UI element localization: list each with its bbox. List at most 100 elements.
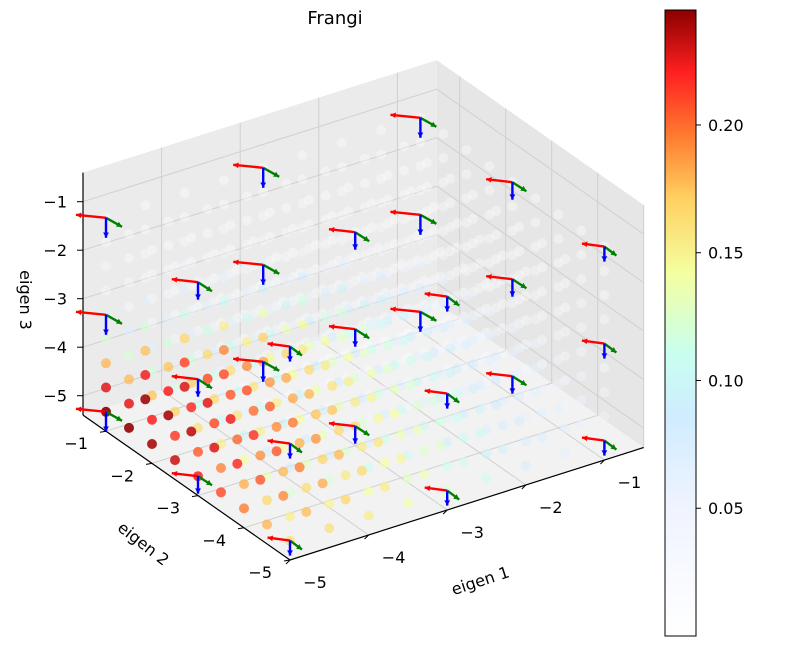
eigenvector-arrow: [581, 435, 605, 442]
scatter-point: [576, 249, 587, 260]
scatter-point: [422, 206, 433, 216]
scatter-point: [497, 444, 508, 455]
scatter-point: [258, 211, 269, 222]
scatter-point: [343, 182, 354, 193]
x-tick-label: −3: [460, 523, 484, 542]
eigenvector-arrow: [267, 438, 291, 445]
scatter-point: [389, 384, 400, 395]
scatter-point: [281, 324, 292, 335]
scatter-point: [560, 399, 571, 410]
y-tick-label: −1: [64, 434, 88, 453]
scatter-point: [359, 226, 370, 237]
eigenvector-arrow: [233, 162, 264, 169]
scatter-point: [320, 360, 331, 371]
scatter-point: [468, 359, 479, 370]
scatter-point: [428, 202, 439, 213]
z-tick-label: −5: [43, 387, 67, 406]
x-tick-label: −4: [382, 548, 406, 567]
scatter-point: [419, 469, 430, 480]
scatter-point: [530, 241, 541, 252]
scatter-point: [399, 165, 410, 176]
scatter-point: [124, 374, 134, 385]
scatter-point: [287, 417, 298, 428]
z-tick-label: −4: [43, 338, 67, 357]
z-tick-label: −2: [43, 241, 67, 260]
scatter-point: [163, 361, 174, 372]
scatter-point: [514, 221, 525, 232]
scatter-point: [422, 351, 433, 362]
scatter-point: [310, 433, 321, 444]
scatter-point: [170, 261, 180, 272]
scatter-point: [170, 285, 180, 296]
scatter-point: [366, 271, 377, 282]
scatter-point: [320, 214, 331, 225]
scatter-point: [124, 277, 134, 288]
scatter-point: [356, 465, 367, 476]
scatter-point: [258, 284, 269, 294]
scatter-point: [241, 385, 252, 396]
scatter-point: [225, 414, 236, 424]
scatter-point: [468, 189, 479, 200]
scatter-point: [484, 355, 495, 366]
scatter-point: [258, 235, 269, 246]
scatter-point: [428, 250, 439, 261]
scatter-point: [179, 187, 190, 198]
scatter-point: [412, 400, 423, 411]
scatter-point: [297, 295, 308, 306]
scatter-point: [560, 375, 571, 386]
scatter-point: [310, 288, 321, 299]
scatter-point: [461, 266, 472, 277]
scatter-point: [343, 231, 354, 241]
scatter-point: [405, 234, 416, 245]
scatter-point: [474, 404, 485, 415]
x-axis-label: eigen 1: [449, 563, 512, 600]
scatter-point: [218, 345, 229, 355]
scatter-point: [216, 487, 226, 498]
x-tick-mark: [600, 459, 605, 465]
scatter-point: [202, 252, 213, 263]
scatter-point: [376, 295, 387, 305]
gridline: [161, 389, 369, 536]
scatter-point: [124, 228, 134, 239]
scatter-point: [241, 191, 252, 202]
eigenvector-arrows: [75, 112, 618, 556]
scatter-point: [281, 203, 292, 214]
scatter-point: [419, 445, 430, 456]
scatter-point: [179, 236, 190, 247]
eigenvector-arrow: [352, 329, 359, 347]
scatter-point: [359, 178, 370, 189]
scatter-point: [491, 302, 502, 313]
gridline: [436, 185, 644, 332]
scatter-point: [281, 372, 292, 383]
eigenvector-arrow: [417, 117, 424, 138]
eigenvector-arrow: [354, 328, 370, 340]
gridline: [82, 88, 437, 203]
scatter-point: [491, 399, 502, 410]
scatter-point: [320, 336, 331, 347]
scatter-point: [382, 170, 393, 180]
scatter-point: [396, 453, 407, 464]
scatter-point: [225, 268, 236, 279]
y-axis-label: eigen 2: [114, 518, 173, 570]
x-tick-mark: [521, 484, 527, 490]
scatter-point: [399, 311, 410, 322]
eigenvector-arrow: [103, 217, 109, 238]
scatter-point: [124, 350, 134, 361]
scatter-point: [422, 157, 433, 168]
scatter-point: [202, 300, 213, 311]
eigenvector-arrow: [424, 388, 448, 395]
scatter-point: [560, 278, 571, 289]
scatter-point: [399, 335, 410, 346]
scatter-point: [497, 347, 508, 358]
scatter-point: [461, 314, 472, 325]
back-pane: [83, 60, 437, 416]
scatter-point: [255, 474, 266, 485]
scatter-point: [333, 449, 344, 460]
z-axis-label: eigen 3: [16, 270, 35, 330]
scatter-point: [376, 125, 387, 136]
scatter-point: [310, 264, 321, 274]
scatter-point: [271, 252, 282, 263]
scatter-point: [445, 270, 456, 281]
scatter-point: [553, 209, 564, 220]
scatter-point: [451, 242, 462, 253]
